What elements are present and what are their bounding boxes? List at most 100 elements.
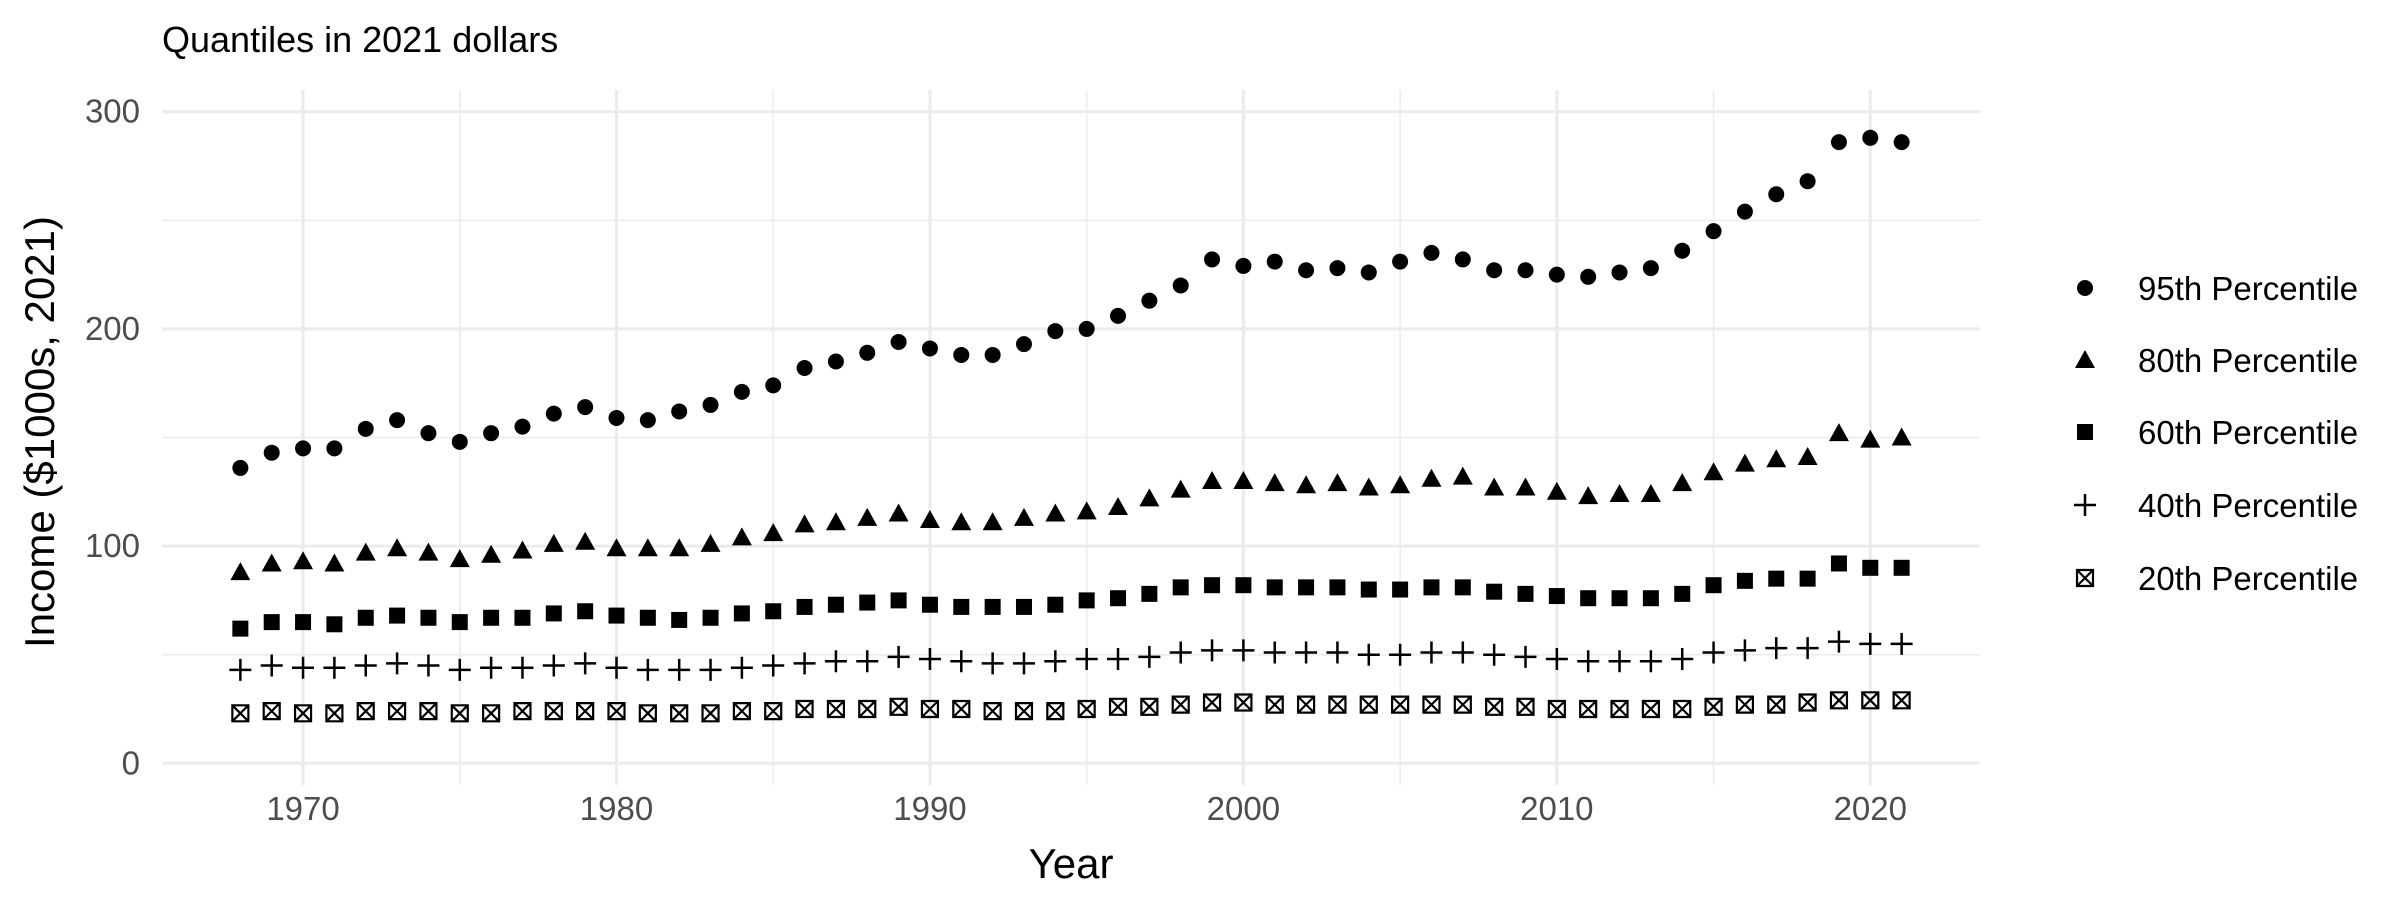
data-point [1110, 307, 1127, 324]
legend-item: 80th Percentile [2075, 342, 2358, 379]
data-point [1453, 695, 1472, 714]
data-point [858, 699, 877, 719]
data-point [513, 702, 532, 721]
data-point [1204, 251, 1221, 268]
data-point [514, 418, 531, 435]
data-point [511, 656, 534, 679]
data-point [1171, 695, 1190, 714]
data-point [230, 562, 251, 581]
data-point [765, 603, 782, 620]
data-point [1298, 579, 1315, 596]
data-point [794, 514, 815, 533]
data-point [951, 512, 972, 531]
data-point [1485, 697, 1504, 716]
data-point [1768, 570, 1785, 587]
data-point [1233, 470, 1254, 489]
data-point [1389, 643, 1412, 666]
data-point [1827, 630, 1850, 653]
data-point [356, 702, 375, 721]
data-point [1799, 570, 1816, 587]
data-point [1263, 641, 1286, 664]
data-point [1392, 581, 1409, 598]
data-point [888, 503, 909, 522]
data-point [1578, 486, 1599, 505]
data-point [887, 645, 910, 668]
data-point [1483, 643, 1506, 666]
data-point [733, 605, 750, 622]
data-point [1799, 173, 1816, 190]
data-point [919, 510, 940, 529]
data-point [1733, 639, 1756, 662]
data-point [262, 702, 281, 721]
data-point [826, 699, 846, 719]
x-tick-label: 1970 [266, 790, 339, 827]
data-point [731, 527, 752, 546]
data-point [324, 553, 345, 572]
data-point [1110, 590, 1127, 607]
data-point [983, 702, 1002, 721]
data-point [1044, 650, 1067, 673]
data-point [1860, 429, 1881, 448]
data-point [699, 658, 722, 681]
data-point [1546, 481, 1567, 500]
data-point [1235, 257, 1252, 274]
data-point [1077, 699, 1096, 719]
data-point [1107, 648, 1130, 671]
legend-item: 95th Percentile [2077, 270, 2358, 307]
data-point [1421, 468, 1442, 487]
data-point [1359, 695, 1378, 714]
data-point [859, 594, 876, 611]
data-point [1169, 641, 1192, 664]
data-point [953, 598, 970, 615]
data-point [1580, 268, 1597, 285]
data-point [1517, 585, 1534, 602]
data-point [1548, 266, 1565, 283]
data-point [574, 652, 597, 675]
data-point [295, 614, 312, 631]
data-point [1830, 555, 1847, 572]
x-tick-label: 1980 [580, 790, 653, 827]
x-tick-label: 2010 [1520, 790, 1593, 827]
data-point [1579, 699, 1598, 719]
data-point [984, 598, 1001, 615]
y-tick-label: 300 [85, 93, 140, 130]
data-point [1328, 695, 1347, 714]
data-point [796, 598, 813, 615]
data-point [1515, 477, 1536, 496]
data-point [1235, 577, 1252, 594]
data-point [293, 704, 313, 723]
data-point [1703, 462, 1724, 481]
data-point [1797, 447, 1818, 466]
data-point [1015, 336, 1032, 353]
data-point [1611, 590, 1628, 607]
legend: 95th Percentile 80th Percentile 60th Perce… [2074, 270, 2358, 597]
series-3 [229, 630, 1913, 681]
data-point [1391, 695, 1410, 714]
data-point [1672, 473, 1693, 492]
data-point [1705, 223, 1722, 240]
data-point [1829, 691, 1849, 710]
legend-item: 60th Percentile [2077, 414, 2358, 451]
data-point [1608, 650, 1631, 673]
data-point [1076, 501, 1097, 520]
data-point [1140, 697, 1159, 716]
data-point [605, 656, 628, 679]
data-point [263, 444, 280, 461]
data-point [1141, 585, 1158, 602]
data-point [607, 702, 626, 721]
data-point [1862, 559, 1879, 576]
legend-key [2074, 494, 2096, 516]
data-point [1326, 641, 1349, 664]
data-point [1358, 477, 1379, 496]
data-point [1266, 253, 1283, 270]
data-point [1640, 483, 1661, 502]
data-point [1013, 507, 1034, 526]
data-point [1422, 695, 1441, 714]
data-point [1796, 637, 1819, 660]
data-point [1170, 479, 1191, 498]
data-point [857, 507, 878, 526]
legend-key [2075, 350, 2095, 368]
data-point [859, 344, 876, 361]
data-point [1861, 691, 1880, 710]
data-point [1548, 588, 1565, 605]
